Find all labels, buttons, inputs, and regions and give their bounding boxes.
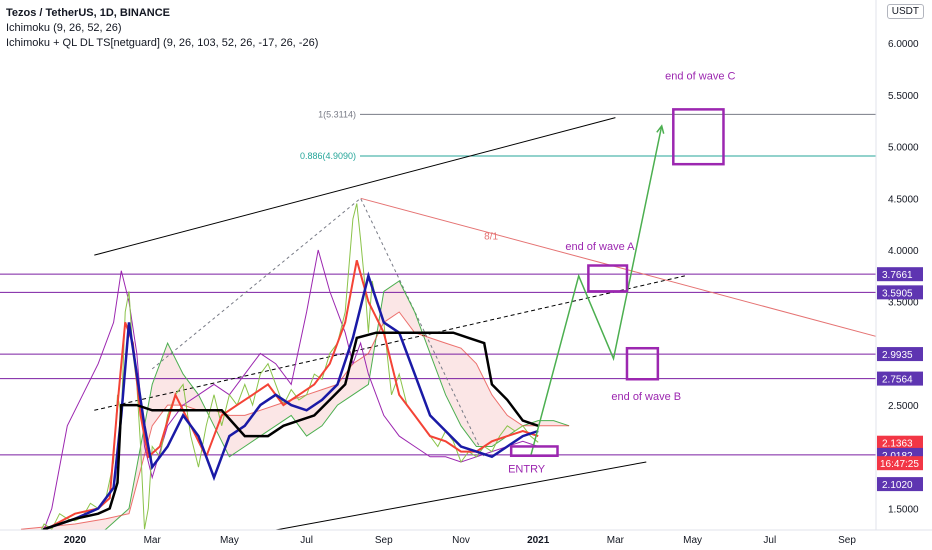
time-tick-7: Mar — [607, 535, 625, 546]
annotation-1: end of wave A — [565, 241, 635, 253]
wave-arrowhead — [656, 124, 665, 134]
indicator-ichimoku[interactable]: Ichimoku (9, 26, 52, 26) — [6, 22, 122, 34]
box-wave-c — [672, 108, 725, 166]
countdown-tag — [877, 456, 923, 471]
time-tick-2: May — [220, 535, 239, 546]
annotation-0: end of wave C — [665, 70, 735, 82]
span-b-line — [20, 311, 570, 530]
indicator-ichimoku-ql[interactable]: Ichimoku + QL DL TS[netguard] (9, 26, 10… — [6, 37, 319, 49]
extra-tag-label-0: 2.1020 — [882, 480, 913, 491]
time-tick-4: Sep — [375, 535, 393, 546]
time-tick-1: Mar — [144, 535, 162, 546]
price-tick-7: 5.5000 — [888, 91, 919, 102]
wave-projection — [529, 125, 663, 457]
box-entry — [509, 445, 559, 458]
price-tag-label-2: 2.9935 — [882, 350, 913, 361]
price-tag-label-4: 2.1363 — [882, 439, 913, 450]
time-tick-3: Jul — [300, 535, 313, 546]
price-tick-2: 2.5000 — [888, 401, 919, 412]
price-tick-8: 6.0000 — [888, 39, 919, 50]
annotation-3: ENTRY — [508, 463, 546, 475]
price-tick-1: 1.5000 — [888, 505, 919, 516]
extra-tag-0 — [877, 477, 923, 492]
price-tick-4: 4.0000 — [888, 246, 919, 257]
price-tag-label-0: 3.7661 — [882, 270, 913, 281]
span-a-line — [103, 280, 570, 530]
channel-lower-line — [272, 461, 647, 530]
time-tick-5: Nov — [452, 535, 470, 546]
fib-label-1: 0.886(4.9090) — [300, 151, 356, 161]
annotation-2: end of wave B — [611, 391, 681, 403]
plot-background — [0, 0, 876, 530]
box-wave-a — [587, 264, 629, 293]
price-tag-4 — [877, 435, 923, 450]
currency-badge[interactable]: USDT — [886, 4, 924, 19]
time-axis: 2020 Mar May Jul Sep Nov 2021 Mar May Jul Sep — [0, 529, 932, 546]
gann-line — [360, 197, 876, 337]
gann-label: 8/1 — [484, 232, 498, 243]
price-tag-3 — [877, 371, 923, 386]
price-tag-0 — [877, 267, 923, 282]
countdown-label: 16:47:25 — [880, 459, 919, 470]
time-tick-8: May — [683, 535, 702, 546]
price-tick-5: 4.5000 — [888, 194, 919, 205]
base-line — [42, 331, 539, 530]
channel-upper-line — [94, 117, 616, 256]
price-tag-label-3: 2.7564 — [882, 375, 913, 386]
price-tick-6: 5.0000 — [888, 143, 919, 154]
price-tick-3: 3.5000 — [888, 298, 919, 309]
symbol-title[interactable]: Tezos / TetherUS, 1D, BINANCE — [6, 7, 171, 19]
time-tick-0: 2020 — [64, 535, 87, 546]
navy-line — [41, 271, 539, 530]
time-tick-6: 2021 — [527, 535, 550, 546]
price-tag-label-1: 3.5905 — [882, 288, 913, 299]
time-tick-10: Sep — [838, 535, 856, 546]
chart-legend: Tezos / TetherUS, 1D, BINANCE Ichimoku (… — [6, 6, 318, 51]
price-axis: 1.00001.50002.50003.50004.00004.50005.00… — [875, 0, 923, 530]
box-wave-b — [625, 346, 660, 381]
time-tick-9: Jul — [763, 535, 776, 546]
purple-indicator-line — [43, 249, 539, 530]
conversion-line — [42, 260, 539, 530]
fib-label-0: 1(5.3114) — [318, 109, 356, 119]
price-tag-1 — [877, 285, 923, 300]
price-tag-2 — [877, 347, 923, 362]
